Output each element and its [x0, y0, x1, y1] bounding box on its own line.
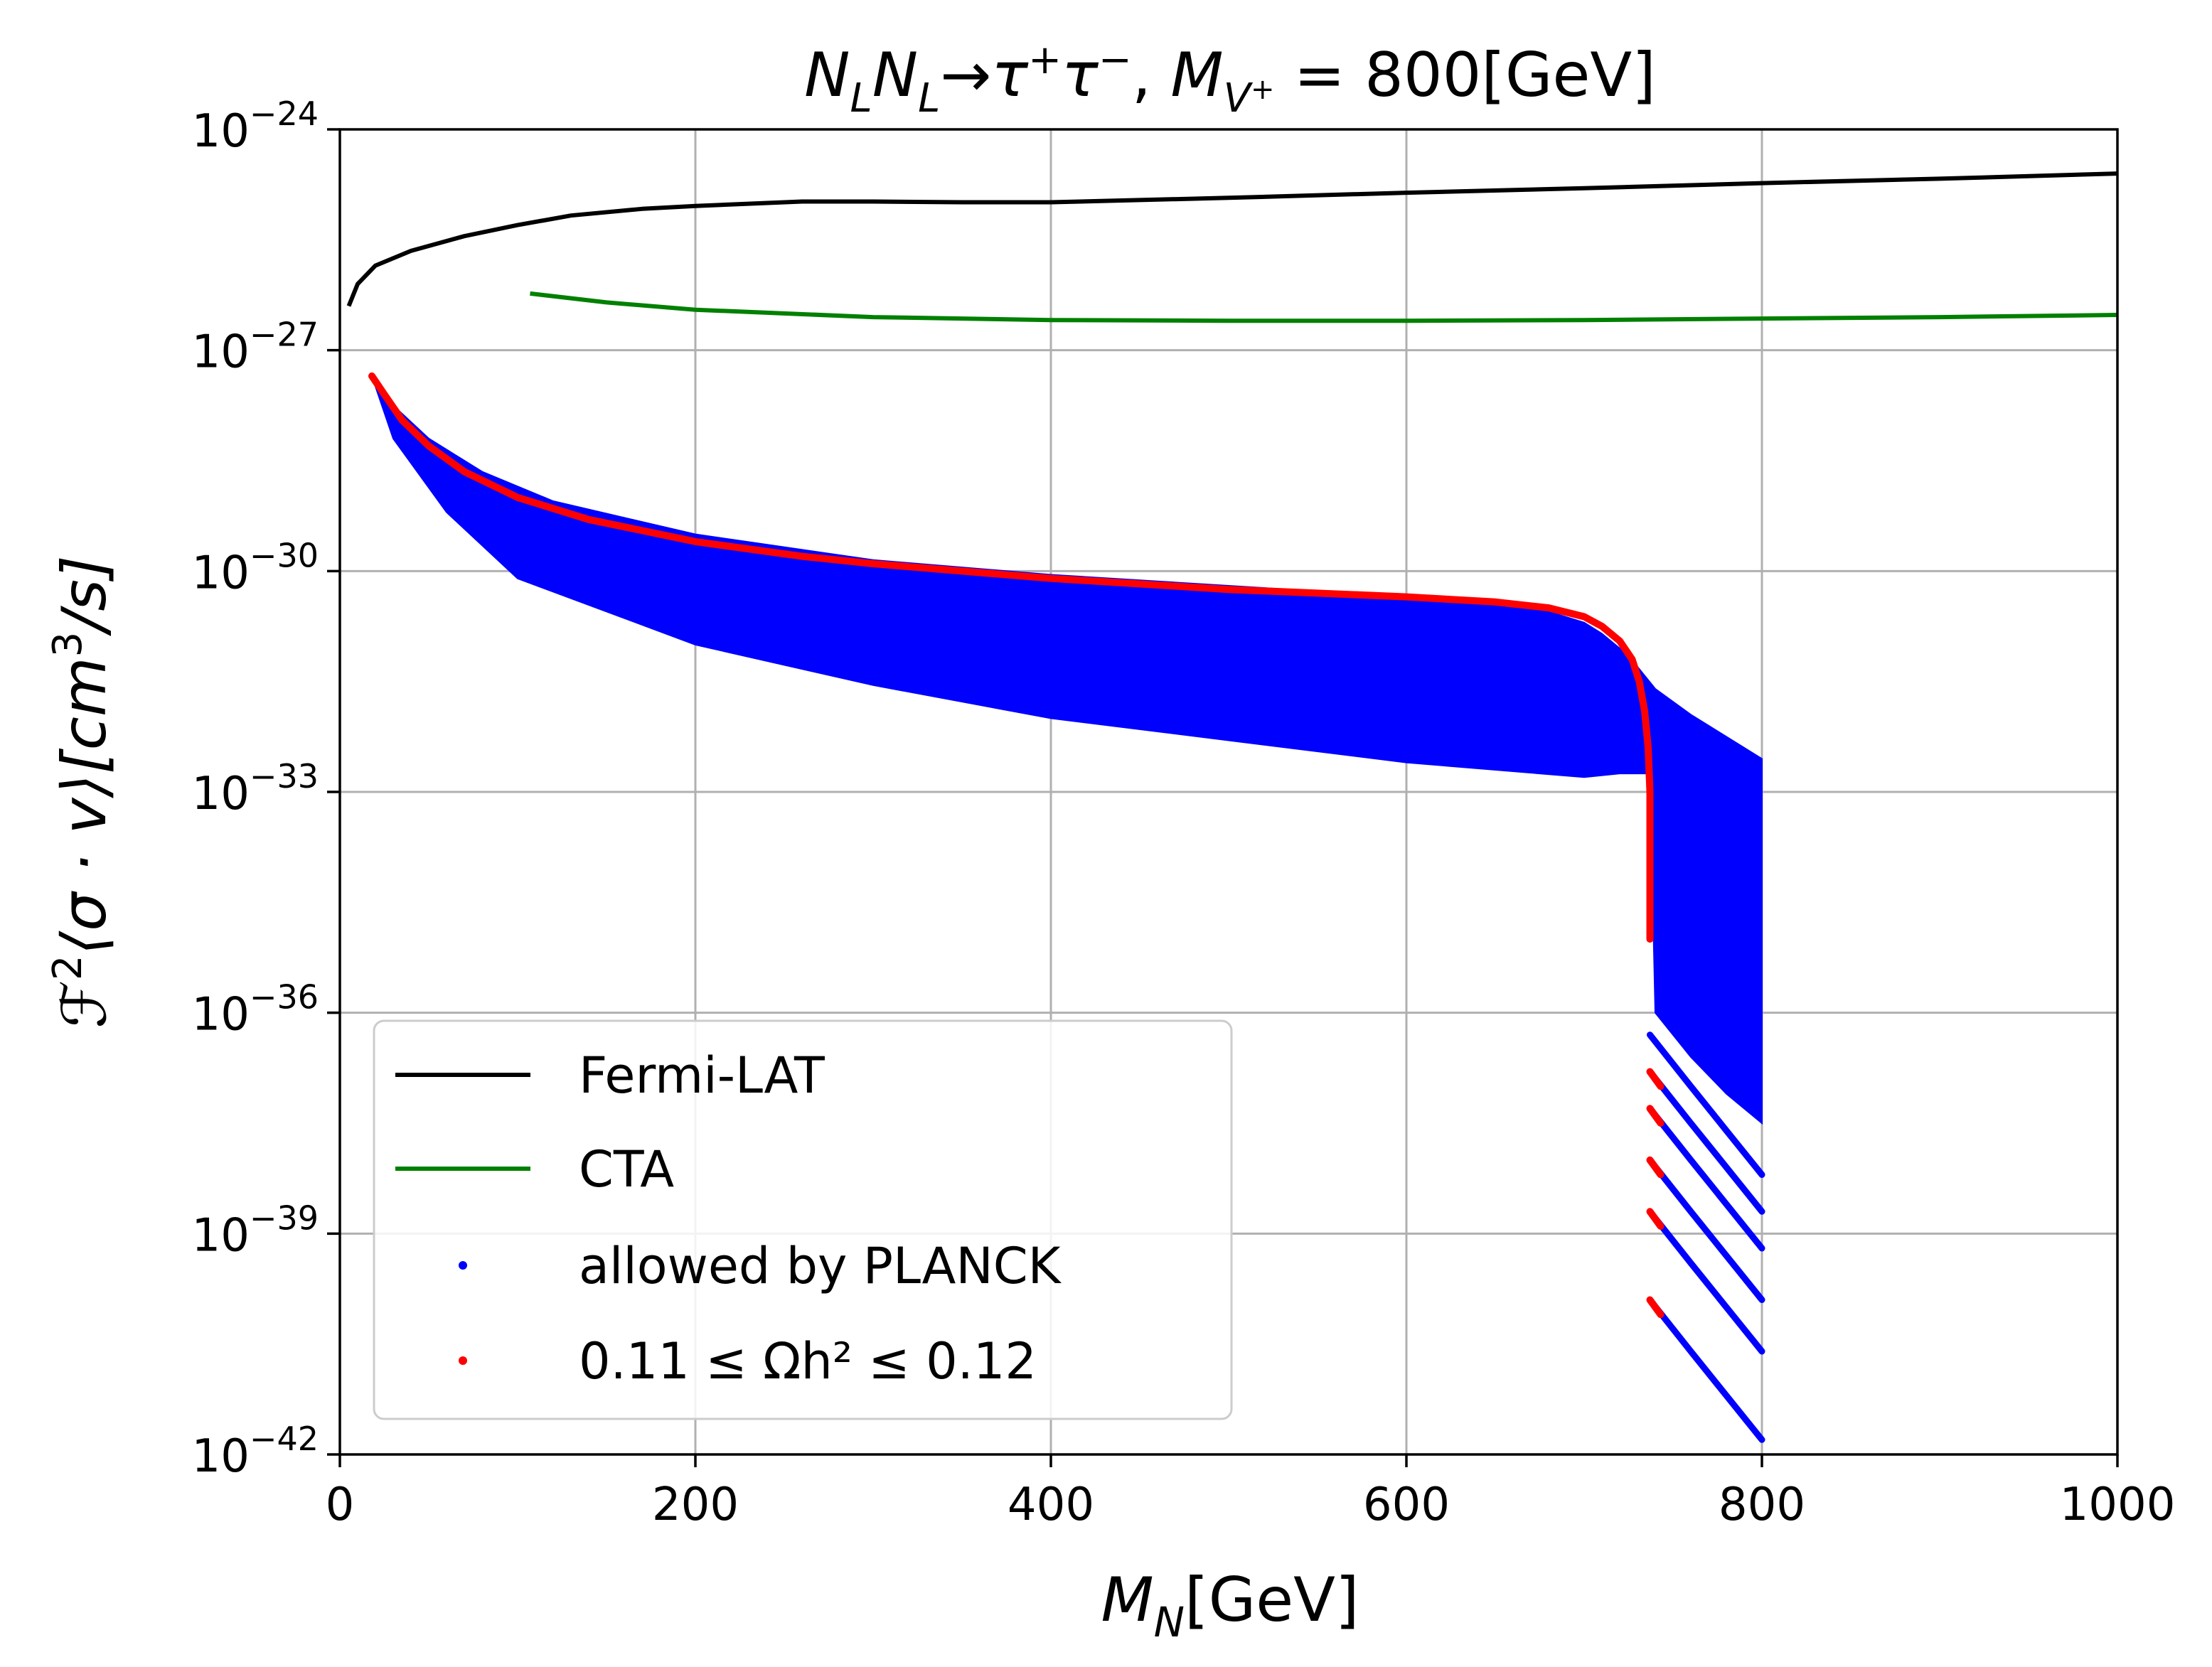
ticks: 0 200 400 600 800 1000 10−24 10−27 10−30 10−33 10−… [191, 95, 2175, 1531]
y-tick-label: 10−36 [191, 978, 319, 1041]
legend-entry-relic: 0.11 ≤ Ωh² ≤ 0.12 [459, 1332, 1037, 1390]
y-tick-label: 10−39 [191, 1199, 319, 1262]
x-tick-label: 600 [1363, 1479, 1450, 1531]
relic-branch-point [1646, 1105, 1665, 1127]
planck-branch [1647, 1068, 1765, 1215]
legend-label-cta: CTA [579, 1140, 674, 1199]
legend: Fermi-LAT CTA allowed by PLANCK 0.11 ≤ Ω… [373, 1019, 1233, 1420]
data-layer [346, 171, 2118, 1443]
y-tick-label: 10−42 [191, 1420, 319, 1483]
x-axis-label: MN[GeV] [1101, 1565, 1359, 1646]
relic-branch-point [1646, 1068, 1665, 1090]
x-tick-label: 200 [652, 1479, 739, 1531]
relic-branch-point [1646, 1208, 1665, 1230]
legend-box [373, 1019, 1233, 1420]
planck-branch [1647, 1208, 1765, 1355]
relic-density-curve [368, 372, 1654, 943]
legend-entry-cta: CTA [395, 1140, 674, 1199]
y-axis-label: ℱ2⟨σ · v⟩[cm3/s] [45, 555, 120, 1028]
planck-branch [1647, 1157, 1765, 1303]
legend-entry-fermi-lat: Fermi-LAT [395, 1046, 825, 1105]
planck-allowed-region [371, 375, 1763, 1125]
planck-branch [1647, 1031, 1765, 1178]
legend-label-planck: allowed by PLANCK [579, 1237, 1062, 1295]
y-tick-label: 10−24 [191, 95, 319, 158]
y-tick-label: 10−30 [191, 536, 319, 599]
legend-label-fermi-lat: Fermi-LAT [579, 1046, 825, 1105]
legend-entry-planck: allowed by PLANCK [459, 1237, 1062, 1295]
legend-swatch-planck [459, 1261, 467, 1270]
x-tick-label: 400 [1008, 1479, 1094, 1531]
x-tick-label: 0 [326, 1479, 355, 1531]
relic-branch-point [1646, 1296, 1665, 1319]
legend-swatch-relic [459, 1356, 467, 1365]
planck-branch [1647, 1297, 1765, 1443]
x-tick-label: 800 [1719, 1479, 1805, 1531]
y-tick-label: 10−27 [191, 316, 319, 379]
y-tick-label: 10−33 [191, 757, 319, 820]
relic-branch-point [1646, 1156, 1665, 1179]
x-tick-label: 1000 [2060, 1479, 2176, 1531]
cta-line [530, 291, 2118, 323]
fermi-lat-line [346, 171, 2118, 307]
chart-title: NLNL→τ+τ−, MV+ = 800[GeV] [804, 37, 1656, 122]
planck-branch [1647, 1105, 1765, 1252]
legend-label-relic: 0.11 ≤ Ωh² ≤ 0.12 [579, 1332, 1037, 1390]
